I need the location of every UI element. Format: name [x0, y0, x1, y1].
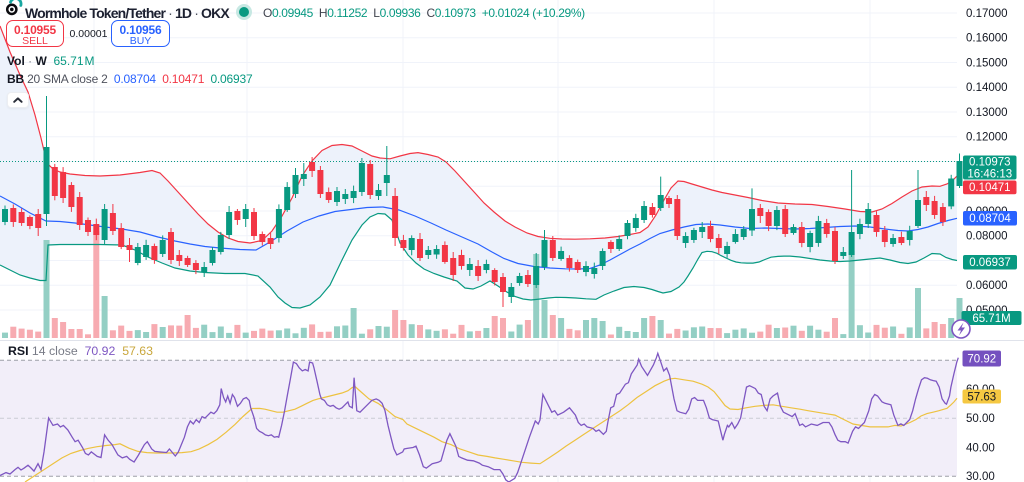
svg-text:0.10973: 0.10973 — [969, 156, 1011, 168]
svg-text:0.16000: 0.16000 — [966, 33, 1008, 45]
svg-text:0.10471: 0.10471 — [969, 182, 1011, 194]
svg-text:50.00: 50.00 — [966, 413, 995, 425]
svg-text:70.92: 70.92 — [967, 353, 996, 365]
svg-text:30.00: 30.00 — [966, 471, 995, 482]
svg-text:0.12000: 0.12000 — [966, 132, 1008, 144]
svg-text:0.08704: 0.08704 — [969, 213, 1011, 225]
svg-text:0.06937: 0.06937 — [969, 257, 1011, 269]
svg-text:16:46:13: 16:46:13 — [967, 168, 1012, 180]
svg-text:40.00: 40.00 — [966, 443, 995, 455]
svg-text:0.15000: 0.15000 — [966, 57, 1008, 69]
svg-text:57.63: 57.63 — [967, 391, 996, 403]
svg-text:65.71M: 65.71M — [972, 313, 1010, 325]
svg-text:0.06000: 0.06000 — [966, 280, 1008, 292]
svg-text:0.08000: 0.08000 — [966, 231, 1008, 243]
svg-text:0.13000: 0.13000 — [966, 107, 1008, 119]
svg-text:0.17000: 0.17000 — [966, 8, 1008, 20]
svg-text:0.14000: 0.14000 — [966, 82, 1008, 94]
